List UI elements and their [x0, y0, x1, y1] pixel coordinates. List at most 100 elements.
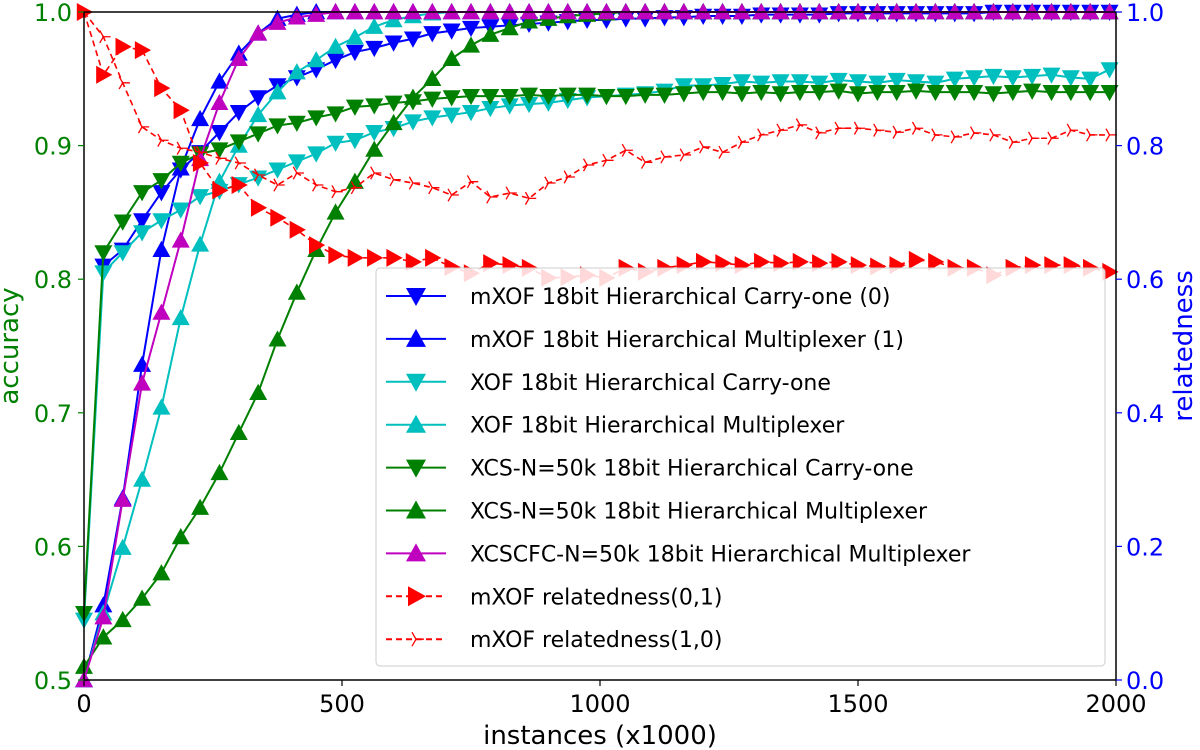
data-point — [500, 3, 519, 20]
data-point — [481, 88, 500, 106]
legend-entry: mXOF relatedness(1,0) — [386, 628, 722, 653]
y-right-tick-label: 0.4 — [1126, 400, 1164, 428]
data-point — [152, 185, 171, 202]
data-point — [539, 3, 558, 20]
data-point — [1042, 67, 1061, 84]
y-left-tick-label: 0.5 — [34, 667, 72, 695]
data-point — [481, 25, 500, 42]
data-point — [578, 87, 597, 104]
data-point — [868, 75, 887, 92]
data-point — [926, 3, 945, 20]
data-point — [210, 142, 229, 159]
data-point — [1023, 83, 1042, 100]
data-point — [1081, 3, 1100, 20]
data-point — [1086, 128, 1098, 142]
data-point — [384, 95, 403, 112]
data-point — [713, 84, 732, 102]
data-point — [115, 37, 132, 56]
data-point — [133, 589, 152, 606]
y-left-tick-label: 0.9 — [34, 133, 72, 161]
data-point — [229, 423, 248, 441]
data-point — [908, 250, 926, 269]
x-tick-label: 1500 — [827, 690, 888, 718]
data-point — [389, 173, 401, 187]
data-point — [679, 148, 692, 162]
data-point — [597, 88, 616, 106]
data-point — [423, 26, 442, 43]
data-point — [1003, 84, 1022, 102]
data-point — [868, 3, 887, 20]
legend-label: XCS-N=50k 18bit Hierarchical Multiplexer — [470, 500, 928, 525]
data-point — [250, 198, 268, 217]
data-point — [384, 3, 403, 20]
data-point — [544, 176, 556, 190]
data-point — [752, 75, 771, 92]
data-point — [133, 213, 152, 230]
data-point — [984, 3, 1003, 20]
data-point — [99, 30, 111, 44]
data-point — [365, 140, 384, 157]
y-left-tick-label: 0.8 — [34, 266, 72, 294]
data-point — [1027, 131, 1040, 145]
data-point — [520, 87, 539, 104]
data-point — [270, 208, 287, 227]
series-8 — [79, 5, 1117, 205]
data-point — [154, 79, 171, 98]
data-point — [191, 189, 210, 206]
data-point — [1061, 3, 1080, 20]
data-point — [1023, 3, 1042, 20]
data-point — [326, 37, 345, 54]
data-point — [171, 308, 190, 326]
data-point — [133, 374, 152, 391]
data-point — [234, 156, 246, 170]
legend-marker — [406, 459, 426, 478]
data-point — [229, 49, 248, 66]
data-point — [249, 383, 268, 400]
data-point — [345, 28, 364, 45]
data-point — [810, 75, 829, 92]
data-point — [732, 3, 751, 20]
data-point — [442, 3, 461, 20]
data-point — [331, 185, 343, 199]
data-point — [268, 330, 287, 347]
data-point — [229, 105, 248, 122]
legend-marker — [406, 288, 426, 306]
legend-entry: mXOF 18bit Hierarchical Multiplexer (1) — [386, 328, 904, 353]
data-point — [754, 252, 771, 271]
legend: mXOF 18bit Hierarchical Carry-one (0) mXO… — [375, 267, 1106, 667]
data-point — [699, 140, 711, 154]
data-point — [113, 538, 132, 555]
data-point — [931, 128, 943, 142]
data-point — [849, 86, 867, 103]
data-point — [771, 74, 790, 91]
data-point — [887, 3, 906, 20]
y-left-tick-label: 1.0 — [34, 0, 72, 27]
data-point — [312, 178, 324, 192]
data-point — [94, 265, 113, 282]
data-point — [326, 203, 345, 220]
data-point — [152, 303, 171, 320]
data-point — [907, 3, 926, 20]
data-point — [907, 83, 926, 100]
data-point — [113, 490, 132, 507]
data-point — [345, 172, 364, 189]
data-point — [892, 125, 904, 139]
x-tick-label: 0 — [76, 690, 91, 718]
y-right-tick-label: 0.0 — [1126, 667, 1164, 695]
data-point — [326, 135, 345, 152]
data-point — [171, 528, 190, 545]
legend-marker — [406, 414, 426, 433]
data-point — [94, 628, 113, 645]
data-point — [231, 176, 248, 195]
data-point — [500, 88, 519, 106]
data-point — [558, 87, 577, 104]
data-point — [287, 283, 306, 300]
data-point — [486, 190, 498, 204]
data-point — [853, 121, 866, 135]
data-point — [133, 225, 152, 242]
data-point — [307, 5, 326, 22]
legend-box — [375, 267, 1106, 667]
data-point — [249, 90, 268, 107]
data-point — [815, 126, 827, 140]
